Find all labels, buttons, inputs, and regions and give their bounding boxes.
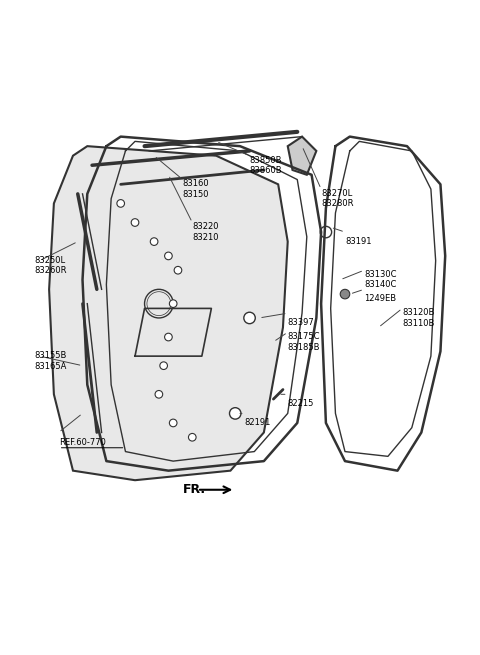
Text: 83120B
83110B: 83120B 83110B <box>402 309 434 328</box>
Circle shape <box>165 252 172 260</box>
Text: 83270L
83280R: 83270L 83280R <box>321 189 354 208</box>
Text: 83250L
83260R: 83250L 83260R <box>35 255 67 275</box>
Circle shape <box>131 219 139 227</box>
Text: 83130C
83140C: 83130C 83140C <box>364 270 396 290</box>
Circle shape <box>244 312 255 324</box>
Text: 83191: 83191 <box>345 237 372 246</box>
Text: 83220
83210: 83220 83210 <box>192 222 219 242</box>
Circle shape <box>169 300 177 307</box>
Text: 83160
83150: 83160 83150 <box>183 179 209 199</box>
Circle shape <box>320 227 332 238</box>
Circle shape <box>160 362 168 369</box>
Circle shape <box>150 238 158 246</box>
Circle shape <box>174 267 182 274</box>
Circle shape <box>117 200 124 207</box>
Polygon shape <box>288 137 316 175</box>
Text: FR.: FR. <box>183 483 206 496</box>
Text: 83850B
83860B: 83850B 83860B <box>250 155 282 175</box>
Text: REF.60-770: REF.60-770 <box>59 438 106 447</box>
Text: 83155B
83165A: 83155B 83165A <box>35 351 67 371</box>
Text: 82215: 82215 <box>288 400 314 408</box>
Circle shape <box>165 333 172 341</box>
Circle shape <box>340 290 350 299</box>
Circle shape <box>189 434 196 441</box>
Circle shape <box>155 390 163 398</box>
Polygon shape <box>49 146 288 480</box>
Circle shape <box>229 407 241 419</box>
Circle shape <box>169 419 177 427</box>
Text: 83175C
83185B: 83175C 83185B <box>288 332 320 352</box>
Text: 82191: 82191 <box>245 419 271 428</box>
Text: 83397: 83397 <box>288 318 314 328</box>
Text: 1249EB: 1249EB <box>364 294 396 303</box>
